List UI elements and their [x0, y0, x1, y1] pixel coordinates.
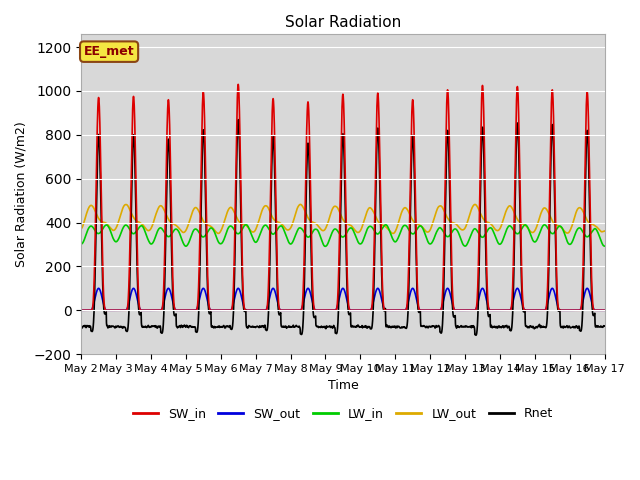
LW_out: [172, 222, 179, 228]
LW_out: [389, 230, 397, 236]
SW_in: [460, 307, 468, 313]
Rnet: [323, 324, 331, 330]
LW_in: [321, 243, 329, 249]
X-axis label: Time: Time: [328, 379, 358, 392]
SW_in: [172, 307, 179, 313]
SW_out: [600, 307, 608, 313]
Rnet: [77, 323, 85, 328]
Rnet: [431, 325, 439, 331]
Line: SW_out: SW_out: [81, 288, 605, 310]
LW_out: [323, 222, 331, 228]
SW_in: [490, 307, 497, 313]
LW_out: [600, 228, 608, 234]
SW_out: [323, 307, 331, 313]
LW_in: [601, 243, 609, 249]
LW_out: [431, 213, 439, 218]
Y-axis label: Solar Radiation (W/m2): Solar Radiation (W/m2): [15, 121, 28, 267]
LW_in: [172, 227, 179, 232]
LW_in: [242, 222, 250, 228]
Title: Solar Radiation: Solar Radiation: [285, 15, 401, 30]
LW_out: [601, 228, 609, 234]
Rnet: [460, 324, 468, 329]
LW_in: [77, 241, 85, 247]
SW_out: [460, 307, 468, 313]
SW_out: [95, 286, 102, 291]
LW_out: [460, 227, 468, 232]
SW_in: [234, 82, 242, 87]
Line: LW_out: LW_out: [81, 204, 605, 233]
SW_in: [77, 307, 85, 313]
SW_out: [77, 307, 85, 313]
LW_in: [490, 229, 497, 235]
Line: SW_in: SW_in: [81, 84, 605, 310]
Rnet: [472, 332, 480, 338]
LW_in: [431, 233, 439, 239]
SW_out: [601, 307, 609, 313]
LW_out: [490, 225, 497, 230]
LW_in: [600, 243, 608, 249]
Rnet: [601, 323, 609, 329]
SW_out: [490, 307, 497, 313]
SW_in: [600, 307, 608, 313]
Line: Rnet: Rnet: [81, 120, 605, 335]
LW_out: [77, 226, 85, 231]
Rnet: [600, 323, 608, 329]
SW_out: [172, 307, 179, 312]
SW_in: [431, 307, 439, 313]
Text: EE_met: EE_met: [84, 45, 134, 58]
Line: LW_in: LW_in: [81, 225, 605, 246]
Legend: SW_in, SW_out, LW_in, LW_out, Rnet: SW_in, SW_out, LW_in, LW_out, Rnet: [128, 402, 558, 425]
LW_in: [460, 243, 468, 249]
SW_out: [431, 307, 439, 313]
Rnet: [172, 312, 179, 318]
Rnet: [234, 117, 242, 122]
Rnet: [490, 324, 497, 330]
LW_in: [323, 242, 331, 248]
SW_in: [601, 307, 609, 313]
SW_in: [323, 307, 331, 313]
LW_out: [296, 202, 304, 207]
